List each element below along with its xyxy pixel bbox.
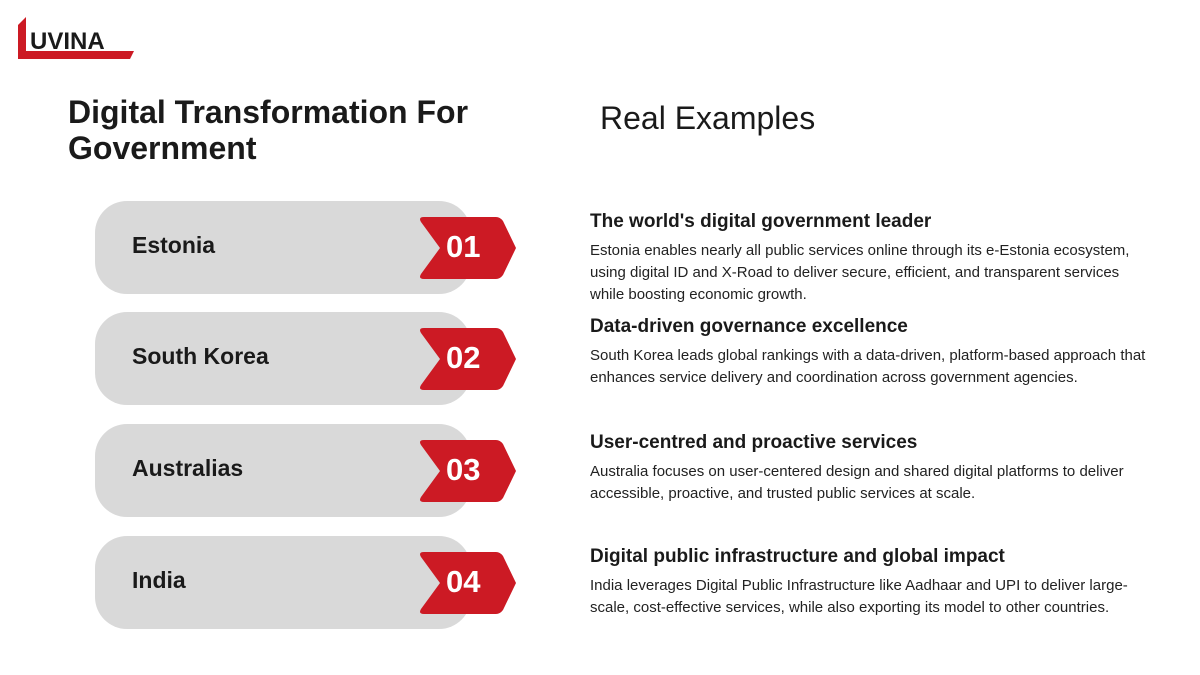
example-description: User-centred and proactive services Aust… <box>590 431 1160 505</box>
example-heading: The world's digital government leader <box>590 211 932 232</box>
example-text: India leverages Digital Public Infrastru… <box>590 577 1128 616</box>
example-description: Data-driven governance excellence South … <box>590 315 1160 389</box>
country-pill: Australias <box>95 424 471 517</box>
number-badge: 04 <box>418 552 516 614</box>
country-pill: Estonia <box>95 201 471 294</box>
country-name: South Korea <box>132 343 269 369</box>
country-name: Estonia <box>132 232 216 258</box>
page-title: Digital Transformation For Government <box>68 94 469 166</box>
example-text: South Korea leads global rankings with a… <box>590 347 1146 386</box>
section-subtitle: Real Examples <box>600 100 816 136</box>
badge-number: 04 <box>446 564 481 599</box>
badge-number: 03 <box>446 452 481 487</box>
example-description: Digital public infrastructure and global… <box>590 545 1160 619</box>
example-description: The world's digital government leader Es… <box>590 210 1160 306</box>
country-pill: South Korea <box>95 312 471 405</box>
number-badge: 01 <box>418 217 516 279</box>
country-name: India <box>132 567 186 593</box>
number-badge: 02 <box>418 328 516 390</box>
example-heading: User-centred and proactive services <box>590 432 918 453</box>
example-heading: Data-driven governance excellence <box>590 316 908 337</box>
example-heading: Digital public infrastructure and global… <box>590 546 1005 567</box>
badge-number: 01 <box>446 229 481 264</box>
number-badge: 03 <box>418 440 516 502</box>
country-pill: India <box>95 536 471 629</box>
luvina-logo: UVINA <box>18 17 136 61</box>
example-text: Australia focuses on user-centered desig… <box>590 463 1124 502</box>
badge-number: 02 <box>446 340 481 375</box>
example-text: Estonia enables nearly all public servic… <box>590 242 1130 303</box>
country-name: Australias <box>132 455 244 481</box>
logo-text: UVINA <box>30 28 105 55</box>
